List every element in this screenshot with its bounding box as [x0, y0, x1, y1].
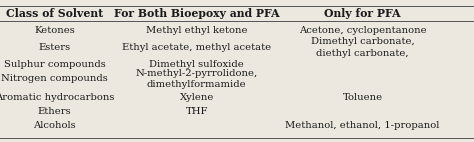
Text: Toluene: Toluene — [343, 93, 383, 102]
Text: Sulphur compounds: Sulphur compounds — [4, 60, 105, 69]
Text: Dimethyl carbonate,
diethyl carbonate,: Dimethyl carbonate, diethyl carbonate, — [311, 37, 414, 58]
Text: Methanol, ethanol, 1-propanol: Methanol, ethanol, 1-propanol — [285, 121, 440, 130]
Text: THF: THF — [185, 107, 208, 116]
Text: Nitrogen compounds: Nitrogen compounds — [1, 74, 108, 83]
Text: Ethers: Ethers — [38, 107, 71, 116]
Text: Alcohols: Alcohols — [33, 121, 76, 130]
Text: Aromatic hydrocarbons: Aromatic hydrocarbons — [0, 93, 114, 102]
Text: Only for PFA: Only for PFA — [324, 8, 401, 19]
Text: Ketones: Ketones — [34, 26, 75, 35]
Text: Ethyl acetate, methyl acetate: Ethyl acetate, methyl acetate — [122, 43, 271, 52]
Text: For Both Bioepoxy and PFA: For Both Bioepoxy and PFA — [114, 8, 280, 19]
Text: Class of Solvent: Class of Solvent — [6, 8, 103, 19]
Text: Methyl ethyl ketone: Methyl ethyl ketone — [146, 26, 247, 35]
Text: Xylene: Xylene — [180, 93, 214, 102]
Text: Esters: Esters — [38, 43, 71, 52]
Text: N-methyl-2-pyrrolidone,
dimethylformamide: N-methyl-2-pyrrolidone, dimethylformamid… — [136, 69, 258, 89]
Text: Acetone, cyclopentanone: Acetone, cyclopentanone — [299, 26, 427, 35]
Text: Dimethyl sulfoxide: Dimethyl sulfoxide — [149, 60, 244, 69]
